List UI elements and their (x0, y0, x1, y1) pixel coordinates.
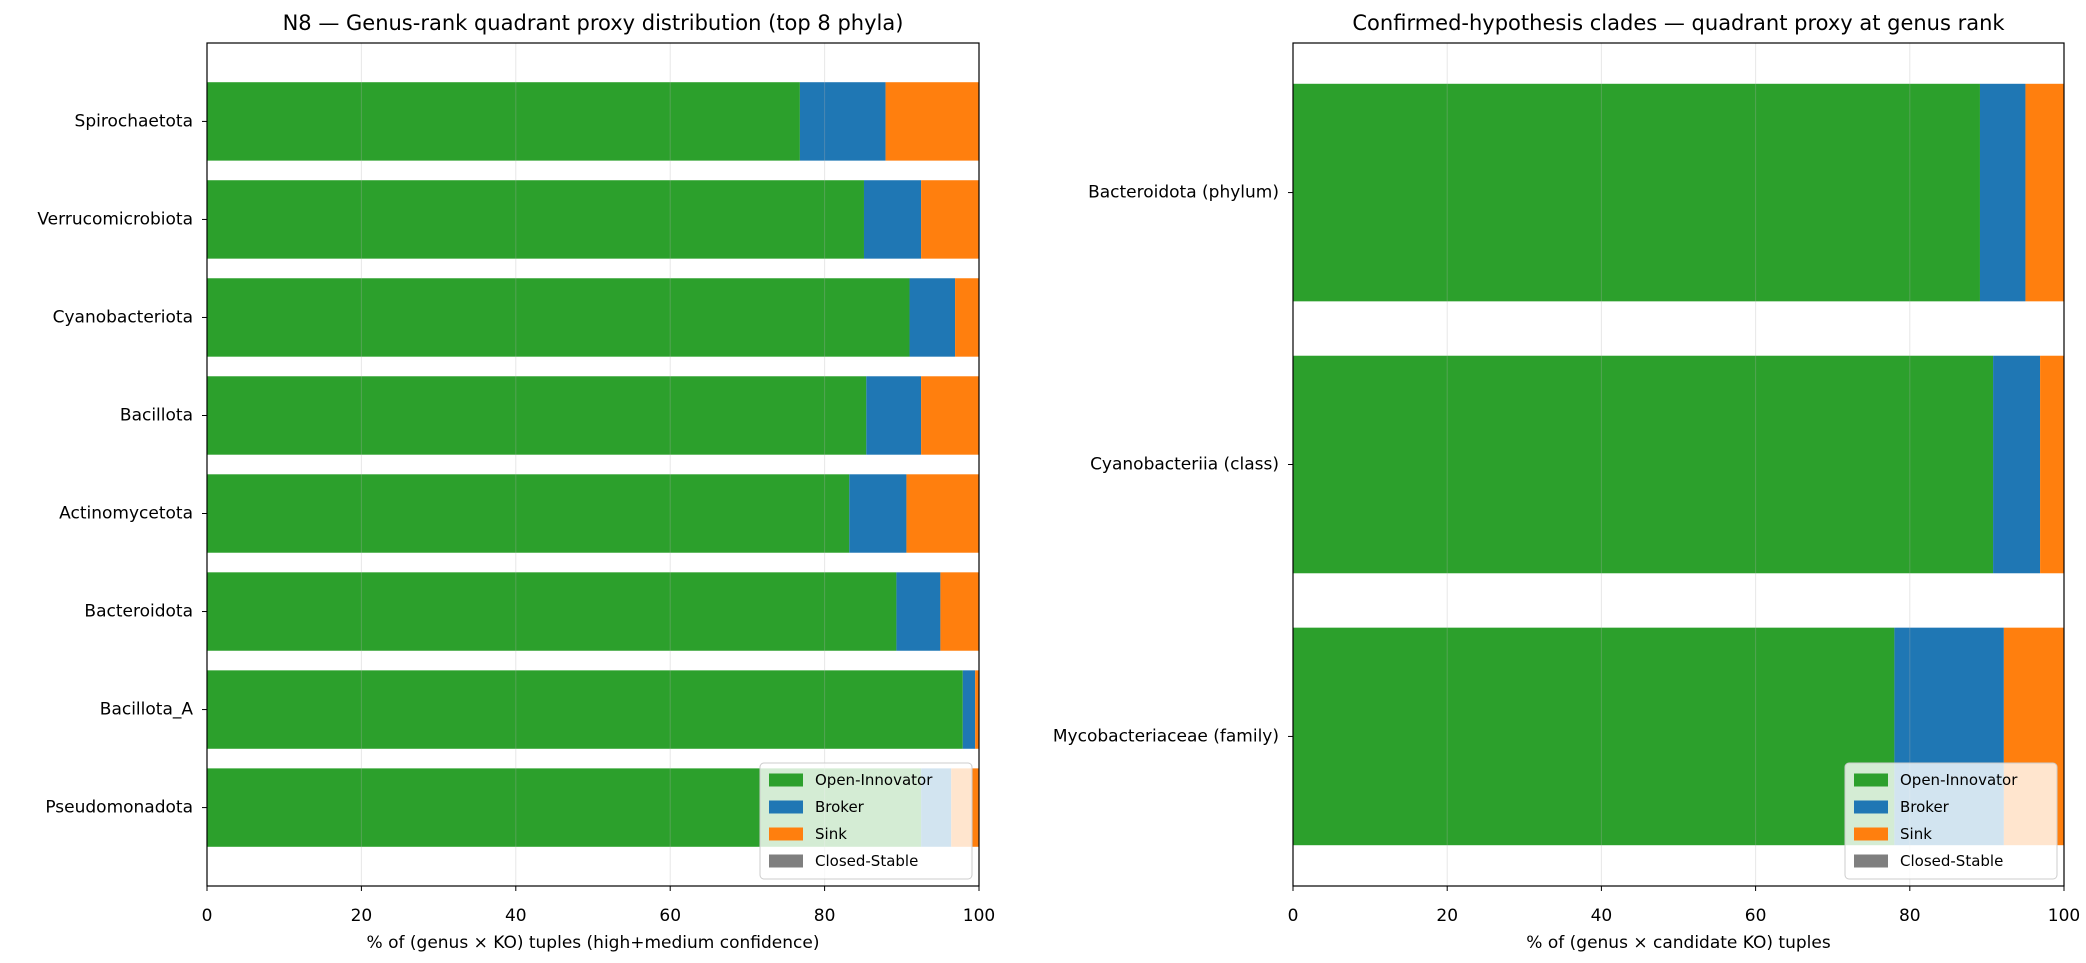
legend-swatch (1854, 800, 1888, 814)
y-tick-label: Cyanobacteriia (class) (1090, 455, 1279, 475)
bar-segment (896, 572, 941, 651)
bar-segment (799, 82, 886, 161)
bar-segment (207, 278, 910, 357)
bar-segment (940, 572, 979, 651)
x-tick-label: 100 (963, 906, 995, 926)
legend-label: Broker (1900, 798, 1950, 816)
y-tick-label: Bacteroidota (phylum) (1088, 183, 1279, 203)
bar-segment (921, 376, 979, 455)
bar-segment (866, 376, 922, 455)
bar-segment (863, 180, 922, 259)
x-axis-label: % of (genus × KO) tuples (high+medium co… (367, 933, 820, 953)
bar-segment (2025, 83, 2064, 302)
bar-segment (906, 474, 979, 553)
bar-segment (975, 670, 979, 749)
y-tick-label: Bacillota_A (100, 700, 194, 720)
x-tick-label: 60 (1745, 906, 1767, 926)
bar-segment (1293, 355, 1994, 574)
x-tick-label: 0 (202, 906, 213, 926)
bar-segment (207, 376, 867, 455)
legend-swatch (769, 827, 803, 841)
legend-label: Broker (815, 798, 865, 816)
bar-segment (921, 180, 979, 259)
legend-swatch (1854, 827, 1888, 841)
legend-label: Open-Innovator (1900, 771, 2018, 789)
bar-segment (207, 474, 850, 553)
legend-swatch (1854, 854, 1888, 868)
legend-label: Closed-Stable (1900, 852, 2003, 870)
x-tick-label: 20 (351, 906, 373, 926)
legend-swatch (1854, 773, 1888, 787)
bar-segment (1993, 355, 2041, 574)
y-tick-label: Pseudomonadota (45, 798, 193, 818)
x-tick-label: 80 (814, 906, 836, 926)
x-tick-label: 40 (1591, 906, 1613, 926)
bar-segment (207, 82, 800, 161)
bar-segment (207, 670, 963, 749)
x-axis-label: % of (genus × candidate KO) tuples (1526, 933, 1831, 953)
y-tick-label: Cyanobacteriota (53, 307, 193, 327)
legend-label: Sink (1900, 825, 1932, 843)
bar-segment (1293, 627, 1895, 846)
x-tick-label: 60 (659, 906, 681, 926)
y-tick-label: Mycobacteriaceae (family) (1053, 726, 1279, 746)
y-tick-label: Bacillota (120, 405, 193, 425)
chart-title: Confirmed-hypothesis clades — quadrant p… (1352, 11, 2005, 35)
y-tick-label: Actinomycetota (59, 504, 193, 524)
bar-segment (2040, 355, 2064, 574)
legend-label: Closed-Stable (815, 852, 918, 870)
legend-swatch (769, 773, 803, 787)
bar-segment (885, 82, 979, 161)
bar-segment (962, 670, 976, 749)
y-tick-label: Bacteroidota (84, 602, 193, 622)
y-tick-label: Spirochaetota (75, 111, 193, 131)
bar-segment (909, 278, 956, 357)
legend-box (1844, 762, 2058, 880)
legend-box (759, 762, 973, 880)
bar-segment (1293, 83, 1980, 302)
legend-swatch (769, 854, 803, 868)
chart-title: N8 — Genus-rank quadrant proxy distribut… (283, 11, 904, 35)
axes-frame (206, 42, 980, 887)
x-tick-label: 100 (2048, 906, 2080, 926)
bar-segment (207, 572, 897, 651)
x-tick-label: 20 (1436, 906, 1458, 926)
x-tick-label: 0 (1288, 906, 1299, 926)
x-tick-label: 80 (1899, 906, 1921, 926)
bar-segment (955, 278, 979, 357)
bar-segment (207, 180, 864, 259)
legend-label: Sink (815, 825, 847, 843)
bar-segment (1979, 83, 2026, 302)
legend-label: Open-Innovator (815, 771, 933, 789)
legend-swatch (769, 800, 803, 814)
y-tick-label: Verrucomicrobiota (37, 209, 193, 229)
axes-frame (1292, 42, 2065, 887)
bar-segment (849, 474, 907, 553)
x-tick-label: 40 (505, 906, 527, 926)
